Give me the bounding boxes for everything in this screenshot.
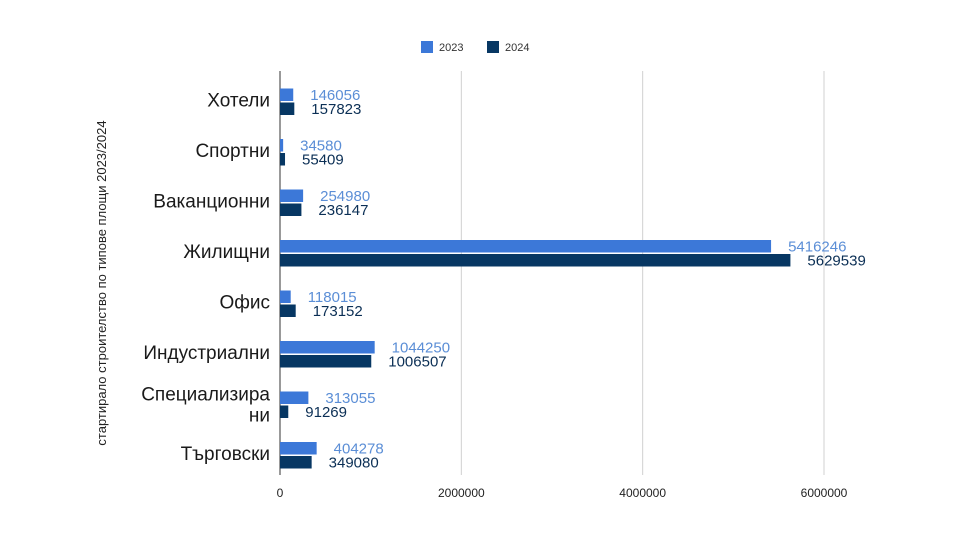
x-tick-label: 2000000 bbox=[438, 486, 485, 500]
bar-2024 bbox=[280, 153, 286, 166]
data-label: 5629539 bbox=[807, 252, 865, 269]
category-label: Жилищни bbox=[183, 242, 270, 263]
bar-2023 bbox=[280, 391, 309, 404]
bar-2023 bbox=[280, 290, 291, 303]
category-label: Офис bbox=[219, 292, 270, 313]
bar-2024 bbox=[280, 405, 289, 418]
x-tick-label: 4000000 bbox=[619, 486, 666, 500]
category-label: Индустриални bbox=[143, 343, 270, 364]
category-label: Специализира bbox=[141, 384, 270, 405]
data-label: 236147 bbox=[318, 202, 368, 219]
data-label: 91269 bbox=[305, 404, 347, 421]
bar-2023 bbox=[280, 139, 284, 152]
bar-2024 bbox=[280, 304, 296, 317]
data-label: 5416246 bbox=[788, 238, 846, 255]
bar-2024 bbox=[280, 203, 302, 216]
bar-2023 bbox=[280, 240, 772, 253]
bar-2024 bbox=[280, 102, 295, 115]
data-label: 34580 bbox=[300, 137, 342, 154]
data-label: 55409 bbox=[302, 151, 344, 168]
bar-2024 bbox=[280, 355, 372, 368]
bar-2023 bbox=[280, 442, 317, 455]
legend-label: 2024 bbox=[505, 42, 529, 54]
x-tick-label: 6000000 bbox=[801, 486, 848, 500]
data-label: 146056 bbox=[310, 87, 360, 104]
data-label: 349080 bbox=[329, 454, 379, 471]
x-tick-label: 0 bbox=[277, 486, 284, 500]
category-label: Спортни bbox=[195, 141, 270, 162]
y-axis-title: стартирало строителство по типове площи … bbox=[94, 120, 109, 445]
legend-swatch-2023 bbox=[421, 41, 433, 53]
bar-2024 bbox=[280, 254, 791, 267]
legend-swatch-2024 bbox=[487, 41, 499, 53]
data-label: 1044250 bbox=[392, 339, 450, 356]
legend-label: 2023 bbox=[439, 42, 463, 54]
data-label: 254980 bbox=[320, 188, 370, 205]
data-label: 313055 bbox=[325, 390, 375, 407]
data-label: 404278 bbox=[334, 440, 384, 457]
data-label: 1006507 bbox=[388, 353, 446, 370]
category-label: ни bbox=[249, 405, 270, 426]
data-label: 157823 bbox=[311, 101, 361, 118]
data-label: 173152 bbox=[313, 303, 363, 320]
category-label: Хотели bbox=[207, 90, 270, 111]
bar-2023 bbox=[280, 88, 294, 101]
data-label: 118015 bbox=[308, 289, 357, 306]
bar-2024 bbox=[280, 456, 312, 469]
category-label: Търговски bbox=[181, 444, 270, 465]
bar-2023 bbox=[280, 341, 375, 354]
category-label: Ваканционни bbox=[153, 191, 270, 212]
bar-2023 bbox=[280, 189, 304, 202]
